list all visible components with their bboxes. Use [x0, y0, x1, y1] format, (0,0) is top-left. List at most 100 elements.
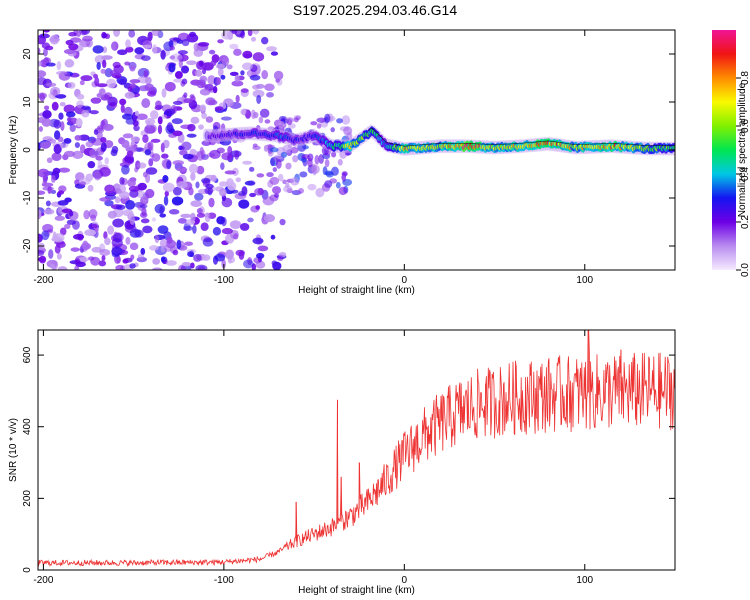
noise-blob — [200, 222, 209, 231]
noise-blob — [252, 30, 260, 35]
noise-blob — [140, 55, 151, 61]
noise-blob — [180, 213, 192, 218]
noise-blob — [122, 133, 134, 139]
noise-blob — [181, 78, 188, 85]
noise-blob — [74, 142, 81, 148]
noise-blob — [119, 177, 125, 186]
noise-blob — [249, 166, 255, 172]
noise-blob — [250, 109, 256, 120]
noise-blob — [68, 31, 77, 37]
noise-blob — [183, 92, 188, 98]
top-y-tick-label: -10 — [22, 190, 33, 205]
noise-blob — [134, 47, 145, 55]
noise-blob — [168, 209, 180, 215]
noise-blob — [256, 94, 262, 104]
noise-blob — [261, 69, 269, 80]
noise-blob — [226, 64, 233, 70]
noise-blob — [65, 111, 76, 118]
noise-blob — [50, 189, 57, 194]
noise-blob — [231, 80, 244, 87]
snr-series — [38, 330, 675, 568]
bottom-x-tick-label: -200 — [33, 575, 53, 586]
noise-blob — [57, 190, 65, 195]
noise-blob — [229, 43, 239, 50]
scatter-blob — [301, 154, 310, 160]
noise-blob — [129, 65, 136, 72]
noise-blob — [152, 44, 158, 55]
scatter-blob — [290, 146, 299, 154]
noise-blob — [40, 141, 51, 149]
noise-blob — [107, 225, 114, 235]
noise-blob — [93, 73, 99, 79]
noise-blob — [50, 263, 56, 269]
noise-blob — [233, 48, 242, 57]
noise-blob — [99, 167, 111, 177]
noise-blob — [53, 143, 62, 154]
noise-blob — [113, 232, 122, 243]
noise-blob — [182, 153, 194, 160]
noise-blob — [178, 58, 184, 69]
noise-blob — [104, 33, 111, 40]
noise-blob — [171, 196, 184, 206]
noise-blob — [241, 62, 253, 71]
noise-blob — [151, 30, 161, 36]
noise-blob — [93, 129, 99, 135]
bottom-y-tick-label: 400 — [22, 418, 33, 435]
noise-blob — [110, 149, 118, 157]
noise-blob — [99, 88, 106, 94]
noise-blob — [190, 262, 195, 269]
bottom-x-axis-label: Height of straight line (km) — [298, 585, 415, 596]
noise-blob — [67, 81, 76, 89]
noise-blob — [81, 105, 91, 110]
noise-blob — [180, 124, 193, 130]
noise-blob — [124, 154, 134, 164]
noise-blob — [172, 130, 183, 137]
noise-blob — [247, 70, 252, 78]
colorbar-tick-label: 0.2 — [740, 215, 750, 229]
noise-blob — [69, 124, 76, 133]
noise-blob — [136, 113, 148, 120]
noise-blob — [90, 97, 102, 104]
noise-blob — [201, 177, 211, 184]
noise-blob — [264, 83, 275, 92]
noise-blob — [148, 158, 154, 167]
noise-blob — [45, 200, 51, 207]
noise-blob — [93, 170, 102, 181]
noise-blob — [247, 30, 253, 37]
noise-blob — [188, 163, 199, 174]
noise-blob — [214, 253, 226, 262]
noise-blob — [195, 181, 200, 189]
top-x-tick-label: 0 — [402, 275, 408, 286]
noise-blob — [177, 50, 189, 55]
noise-blob — [164, 190, 169, 197]
noise-blob — [212, 226, 221, 236]
noise-blob — [147, 31, 153, 42]
noise-blob — [205, 116, 214, 123]
noise-blob — [42, 30, 51, 33]
scatter-blob — [285, 162, 292, 170]
noise-blob — [111, 246, 123, 257]
noise-blob — [68, 117, 78, 125]
noise-blob — [91, 246, 102, 253]
noise-blob — [56, 61, 62, 71]
noise-blob — [83, 210, 90, 220]
noise-blob — [250, 36, 257, 42]
noise-blob — [172, 249, 179, 256]
noise-blob — [140, 247, 146, 256]
noise-blob — [74, 135, 82, 141]
noise-blob — [87, 161, 96, 169]
noise-blob — [39, 33, 50, 39]
noise-blob — [101, 255, 106, 261]
noise-blob — [252, 52, 265, 62]
noise-blob — [238, 191, 246, 197]
noise-blob — [43, 208, 55, 215]
scatter-blob — [341, 174, 347, 181]
noise-blob — [68, 43, 79, 51]
noise-blob — [198, 124, 204, 130]
bottom-frame — [37, 329, 676, 571]
noise-blob — [103, 231, 108, 240]
noise-blob — [240, 70, 245, 76]
noise-blob — [111, 41, 117, 51]
noise-blob — [109, 69, 119, 76]
